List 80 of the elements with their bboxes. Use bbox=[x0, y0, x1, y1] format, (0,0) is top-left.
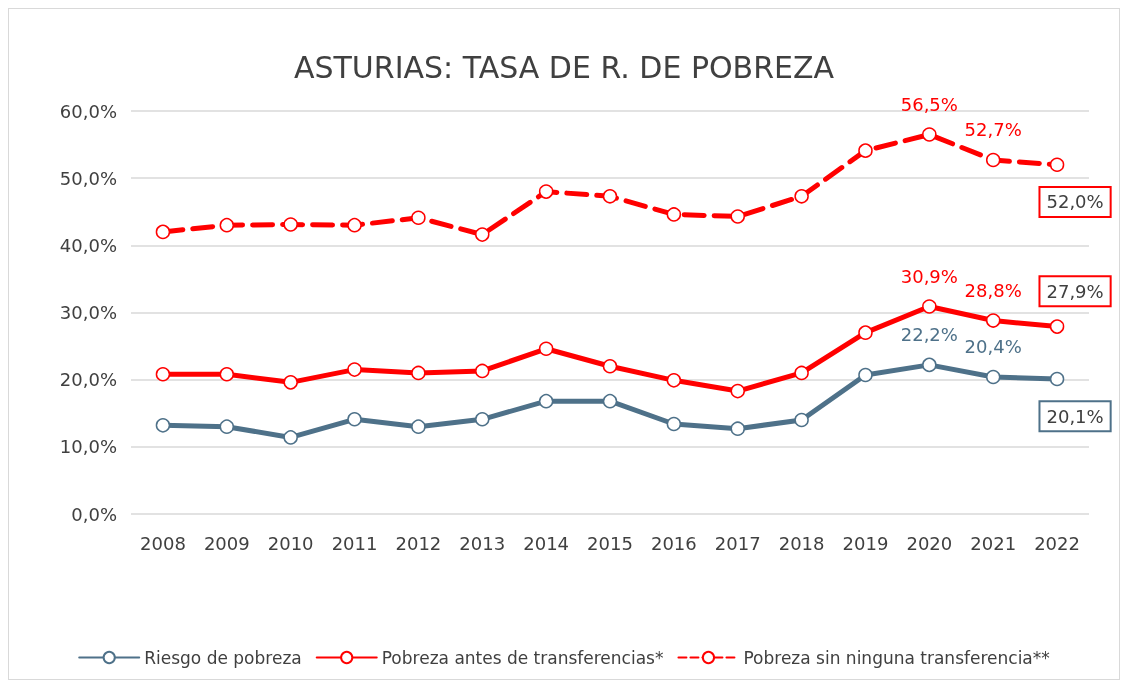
data-label: 27,9% bbox=[1046, 280, 1104, 302]
point bbox=[858, 367, 873, 383]
data-label: 22,2% bbox=[900, 324, 958, 346]
data-label: 30,9% bbox=[900, 265, 958, 287]
point bbox=[858, 325, 873, 340]
point bbox=[283, 430, 298, 445]
x-tick-label: 2015 bbox=[587, 532, 633, 554]
point bbox=[347, 362, 362, 377]
point bbox=[858, 143, 873, 158]
point bbox=[922, 357, 937, 373]
x-tick-label: 2019 bbox=[842, 532, 889, 554]
y-tick-label: 50,0% bbox=[59, 167, 117, 189]
x-tick-label: 2008 bbox=[140, 532, 186, 554]
point bbox=[922, 127, 937, 142]
x-tick-label: 2012 bbox=[395, 532, 442, 554]
point bbox=[730, 209, 745, 224]
x-tick-label: 2017 bbox=[714, 532, 761, 554]
point bbox=[985, 152, 1001, 168]
point bbox=[985, 369, 1001, 385]
point bbox=[794, 189, 809, 204]
point bbox=[794, 365, 809, 381]
point bbox=[219, 419, 235, 434]
y-tick-label: 60,0% bbox=[59, 100, 117, 122]
x-tick-label: 2020 bbox=[906, 532, 953, 554]
point bbox=[538, 184, 554, 199]
point bbox=[283, 217, 298, 232]
x-tick-label: 2011 bbox=[331, 532, 378, 554]
point bbox=[1049, 319, 1065, 334]
point bbox=[475, 363, 490, 379]
point bbox=[666, 416, 682, 432]
point bbox=[411, 210, 426, 226]
point bbox=[475, 412, 490, 427]
point bbox=[666, 373, 682, 388]
point bbox=[1049, 157, 1065, 172]
legend-label: Riesgo de pobreza bbox=[144, 647, 302, 668]
point bbox=[922, 299, 937, 314]
point bbox=[1049, 371, 1065, 387]
point bbox=[666, 207, 682, 222]
point bbox=[985, 313, 1001, 328]
point bbox=[347, 412, 362, 427]
x-tick-label: 2014 bbox=[523, 532, 570, 554]
point bbox=[538, 393, 554, 409]
x-tick-label: 2022 bbox=[1034, 532, 1080, 554]
point bbox=[602, 358, 618, 374]
point bbox=[283, 375, 298, 390]
point bbox=[219, 217, 235, 233]
point bbox=[347, 217, 362, 233]
legend-label: Pobreza antes de transferencias* bbox=[381, 647, 664, 668]
y-tick-label: 30,0% bbox=[59, 302, 117, 323]
point bbox=[538, 341, 554, 357]
legend-label: Pobreza sin ninguna transferencia** bbox=[743, 647, 1050, 668]
data-label: 52,0% bbox=[1046, 191, 1104, 213]
point bbox=[155, 367, 171, 382]
data-label: 20,4% bbox=[964, 336, 1022, 358]
data-label: 28,8% bbox=[964, 279, 1022, 301]
point bbox=[730, 421, 745, 436]
x-tick-label: 2010 bbox=[267, 532, 314, 554]
point bbox=[411, 419, 426, 434]
x-tick-label: 2021 bbox=[970, 532, 1017, 554]
point bbox=[475, 227, 490, 242]
x-tick-label: 2013 bbox=[459, 532, 506, 554]
data-label: 56,5% bbox=[900, 93, 958, 115]
point bbox=[411, 365, 426, 381]
y-tick-label: 0,0% bbox=[71, 503, 117, 525]
chart-title: ASTURIAS: TASA DE R. DE POBREZA bbox=[293, 49, 835, 85]
y-tick-label: 10,0% bbox=[59, 436, 117, 458]
point bbox=[794, 412, 809, 428]
point bbox=[602, 393, 618, 409]
point bbox=[155, 224, 171, 240]
point bbox=[602, 189, 618, 204]
data-label: 52,7% bbox=[964, 119, 1022, 141]
data-label: 20,1% bbox=[1046, 405, 1104, 427]
point bbox=[730, 383, 745, 399]
x-tick-label: 2018 bbox=[778, 532, 825, 554]
x-tick-label: 2016 bbox=[650, 532, 697, 554]
y-tick-label: 20,0% bbox=[59, 369, 117, 391]
x-tick-label: 2009 bbox=[203, 532, 250, 554]
y-tick-label: 40,0% bbox=[59, 234, 117, 256]
point bbox=[155, 418, 171, 433]
point bbox=[219, 367, 235, 382]
